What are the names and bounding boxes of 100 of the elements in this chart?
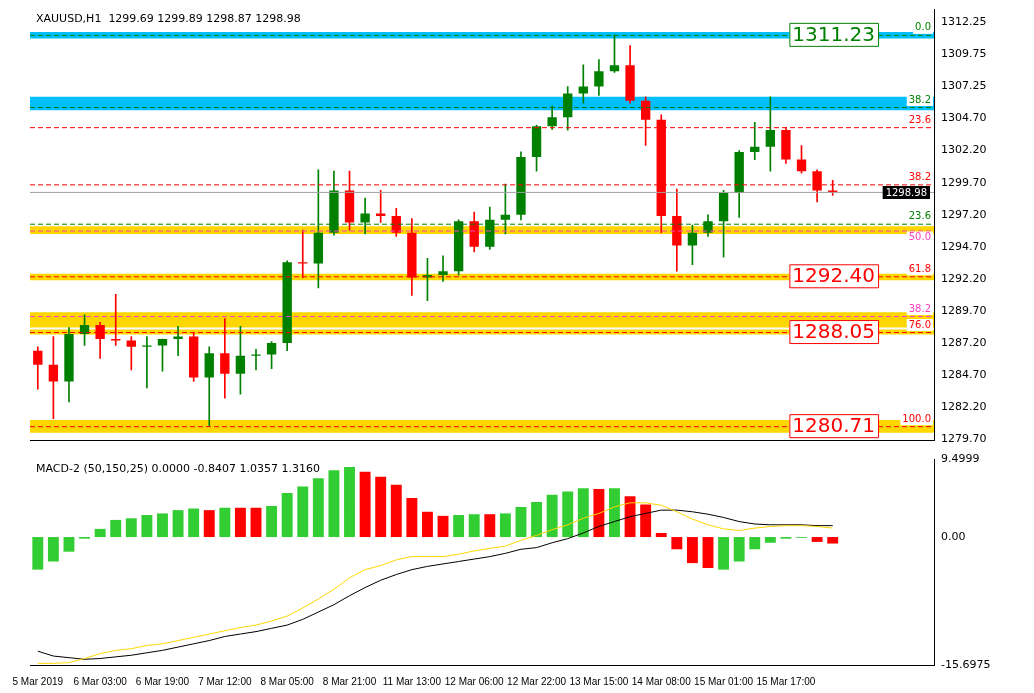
x-tick-label: 6 Mar 19:00 [135,675,190,687]
candlestick [126,336,136,371]
y-tick-label: 1292.20 [941,271,987,285]
bar [437,515,449,538]
bar [125,518,137,538]
bar [546,494,558,538]
bar [344,466,355,538]
chart-title: XAUUSD,H1 1299.69 1299.89 1298.87 1298.98 [36,11,301,25]
ref-line-label: 1280.71 [792,413,876,438]
bar [328,470,340,538]
annotation: 38.2 [908,302,931,314]
candlestick [251,349,261,371]
bar [827,537,839,544]
bar [749,537,761,550]
bar [640,504,652,538]
candlestick [750,122,760,160]
annotation: 38.2 [908,93,931,105]
bar [655,532,667,538]
annotation: 38.2 [908,170,931,182]
annotation: 100.0 [902,412,931,424]
y-tick-label: 1312.25 [941,14,987,28]
bar [94,528,106,538]
chart-title: MACD-2 (50,150,25) 0.0000 -0.8407 1.0357 1.3160 [36,461,320,475]
bar [686,537,698,564]
bar [297,486,309,538]
bar [110,519,122,538]
y-tick-label: 1282.20 [941,399,987,413]
x-tick-label: 12 Mar 06:00 [444,675,505,687]
bar [593,488,605,538]
x-tick-label: 11 Mar 13:00 [382,675,442,687]
bar [375,476,387,538]
annotation: 23.6 [908,210,931,222]
y-tick-label: 1309.75 [941,46,987,60]
candlestick [578,64,588,104]
y-tick-label: 0.00 [941,529,966,543]
y-tick-label: 1304.70 [941,111,987,125]
y-tick-label: 1302.20 [941,143,987,157]
x-tick-label: 7 Mar 12:00 [198,675,252,687]
x-tick-label: 6 Mar 03:00 [73,675,128,687]
annotation: 23.6 [908,113,931,125]
bar [702,537,714,569]
y-tick-label: 1279.70 [941,431,987,445]
x-tick-label: 14 Mar 08:00 [631,675,692,687]
y-tick-label: 1299.70 [941,175,987,189]
y-tick-label: 1294.70 [941,239,987,253]
x-tick-label: 5 Mar 2019 [12,675,64,687]
bar [718,537,730,570]
ref-line-label: 1298.98 [885,186,928,198]
y-tick-label: 1284.70 [941,367,987,381]
y-tick-label: 1297.20 [941,207,987,221]
y-tick-label: -15.6975 [941,657,991,671]
bar [203,510,215,538]
x-tick-label: 12 Mar 22:00 [507,675,567,687]
annotation: 50.0 [908,231,931,243]
y-tick-label: 1287.20 [941,335,987,349]
bar [453,515,465,538]
x-tick-label: 8 Mar 05:00 [260,675,315,687]
bar [499,513,511,538]
bar [671,537,683,550]
bar [468,514,480,538]
bar [390,484,402,538]
bar [234,507,246,538]
bar [63,537,75,552]
x-tick-label: 8 Mar 21:00 [322,675,377,687]
bar [141,515,153,538]
bar [250,507,262,538]
y-tick-label: 9.4999 [941,452,980,466]
candlestick [376,190,386,223]
ref-line-label: 1292.40 [792,263,876,288]
y-tick-label: 1307.25 [941,78,987,92]
bar [609,488,620,538]
bar [515,506,527,538]
candlestick [438,255,448,282]
bar [733,537,745,562]
bar [421,511,433,538]
bar [172,510,184,538]
bar [219,507,231,538]
bar [531,501,543,538]
bar [188,508,200,538]
bar [266,506,278,538]
x-tick-label: 15 Mar 17:00 [756,675,816,687]
y-tick-label: 1289.70 [941,303,987,317]
bar [281,493,293,538]
bar [312,478,324,538]
bar [157,513,168,538]
bar [811,537,823,542]
bar [484,514,496,538]
bar [577,488,589,538]
ref-line-label: 1288.05 [792,319,876,344]
bar [32,537,44,570]
bar [764,537,776,543]
bar [562,491,574,538]
bar [624,496,636,538]
ref-line-label: 1311.23 [792,22,876,47]
annotation: 0.0 [915,21,931,33]
annotation: 61.8 [908,262,931,274]
bar [47,537,59,562]
x-tick-label: 13 Mar 15:00 [569,675,629,687]
bar [406,497,418,538]
annotation: 76.0 [908,318,931,330]
